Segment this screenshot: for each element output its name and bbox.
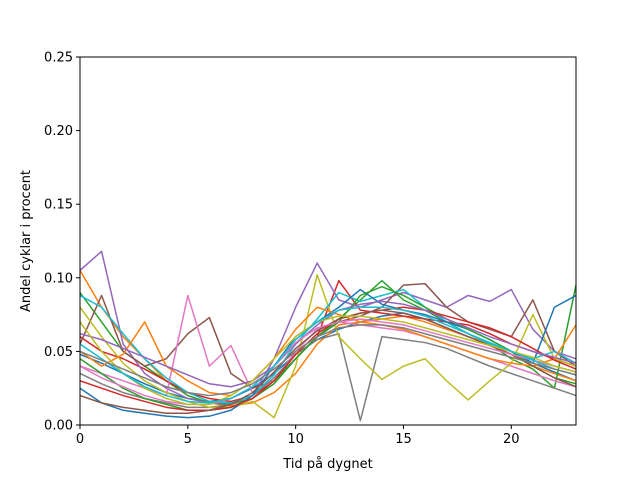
plot-frame: [79, 56, 577, 426]
series-layer: [80, 250, 576, 422]
y-tick-label: 0.20: [44, 124, 73, 139]
y-tick-label: 0.25: [44, 51, 73, 66]
x-axis-ticks: 0 5 10 15 20: [76, 425, 520, 447]
x-tick-label: 15: [395, 432, 412, 447]
y-axis-label: Andel cyklar i procent: [19, 170, 34, 312]
y-tick-label: 0.15: [44, 198, 73, 213]
y-tick-label: 0.05: [44, 345, 73, 360]
series-line-13: [80, 285, 576, 412]
x-tick-label: 0: [76, 432, 84, 447]
x-tick-label: 20: [503, 432, 520, 447]
series-line-10: [80, 288, 576, 404]
series-line-18: [80, 315, 576, 406]
series-line-17: [80, 318, 576, 406]
series-line-8: [80, 332, 576, 422]
series-line-12: [80, 306, 576, 397]
series-line-19: [80, 306, 576, 404]
y-tick-label: 0.00: [44, 419, 73, 434]
series-line-14: [80, 306, 576, 412]
x-tick-label: 5: [184, 432, 192, 447]
x-axis-label: Tid på dygnet: [282, 457, 372, 472]
x-tick-label: 10: [287, 432, 304, 447]
series-line-20: [80, 324, 576, 397]
y-tick-label: 0.10: [44, 271, 73, 286]
series-line-15: [80, 300, 576, 388]
series-line-4: [80, 279, 576, 403]
y-axis-ticks: 0.00 0.05 0.10 0.15 0.20 0.25: [44, 51, 80, 434]
